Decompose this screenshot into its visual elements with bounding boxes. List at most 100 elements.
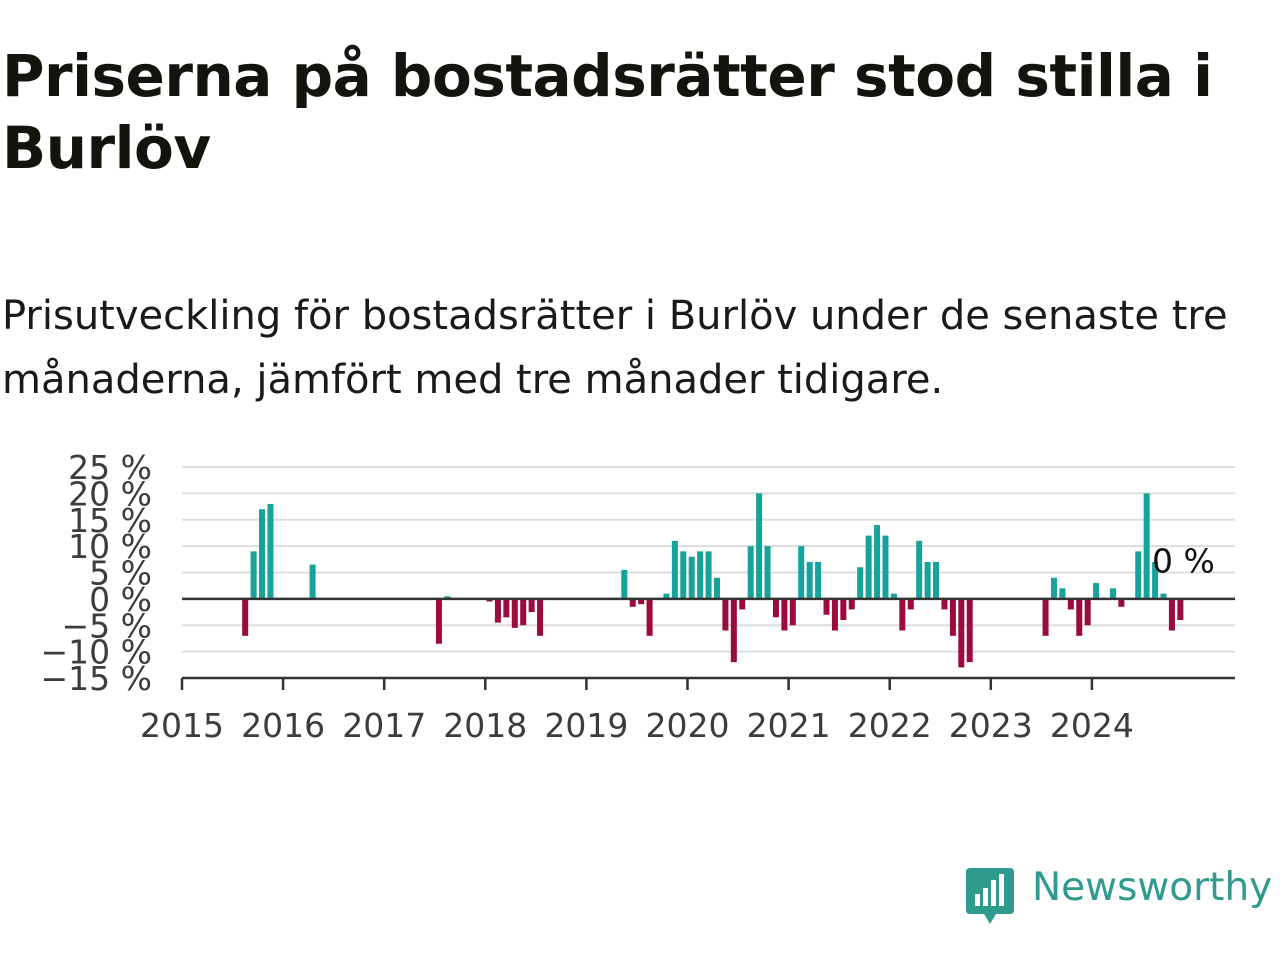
bar bbox=[520, 598, 527, 626]
bar bbox=[874, 525, 881, 599]
bar bbox=[663, 593, 670, 599]
bar bbox=[764, 546, 771, 599]
bar bbox=[638, 598, 645, 605]
bar bbox=[435, 598, 442, 644]
x-tick-label: 2021 bbox=[747, 706, 831, 745]
y-tick-label: 5 % bbox=[89, 554, 152, 593]
bar bbox=[747, 546, 754, 599]
bar bbox=[250, 551, 257, 599]
bar bbox=[1168, 598, 1175, 631]
bar bbox=[537, 598, 544, 636]
bar bbox=[789, 598, 796, 626]
bar bbox=[899, 598, 906, 631]
y-tick-label: 25 % bbox=[68, 448, 152, 487]
bar bbox=[680, 551, 687, 599]
x-tick-label: 2016 bbox=[241, 706, 325, 745]
bar bbox=[857, 567, 864, 599]
bar bbox=[756, 493, 763, 599]
bar bbox=[831, 598, 838, 631]
bar bbox=[528, 598, 535, 613]
bar bbox=[486, 598, 493, 602]
bar bbox=[739, 598, 746, 610]
bar bbox=[933, 561, 940, 599]
bar bbox=[806, 561, 813, 599]
x-tick-label: 2020 bbox=[646, 706, 730, 745]
x-tick-label: 2015 bbox=[140, 706, 224, 745]
bar bbox=[697, 551, 704, 599]
bar bbox=[688, 556, 695, 599]
bar bbox=[1152, 561, 1159, 599]
x-axis-ticks: 2015 2016 2017 2018 2019 2020 2021 2022 2023 2024 bbox=[140, 678, 1134, 745]
bar bbox=[629, 598, 636, 607]
chart-title: Priserna på bostadsrätter stod stilla i … bbox=[2, 42, 1213, 182]
newsworthy-logo: Newsworthy bbox=[964, 865, 1273, 926]
y-tick-label: −5 % bbox=[62, 606, 153, 645]
bar bbox=[730, 598, 737, 663]
x-tick-label: 2023 bbox=[949, 706, 1033, 745]
bar bbox=[494, 598, 501, 623]
bar bbox=[705, 551, 712, 599]
bar bbox=[267, 503, 274, 599]
bar bbox=[1042, 598, 1049, 636]
x-tick-label: 2022 bbox=[848, 706, 932, 745]
brand-name: Newsworthy bbox=[1032, 865, 1273, 910]
bar bbox=[1109, 588, 1116, 599]
bar bbox=[924, 561, 931, 599]
bar bbox=[1143, 493, 1150, 599]
y-tick-label: −15 % bbox=[41, 659, 153, 698]
bar bbox=[1177, 598, 1184, 620]
y-tick-label: 10 % bbox=[68, 527, 152, 566]
x-tick-label: 2017 bbox=[342, 706, 426, 745]
bar bbox=[1118, 598, 1125, 607]
bar bbox=[1084, 598, 1091, 626]
bar bbox=[621, 569, 628, 599]
bar bbox=[865, 535, 872, 599]
bar bbox=[916, 540, 923, 599]
bar bbox=[907, 598, 914, 610]
bar bbox=[646, 598, 653, 636]
bar bbox=[1076, 598, 1083, 636]
newsworthy-chart-bubble-icon bbox=[966, 868, 1014, 924]
bar bbox=[511, 598, 518, 628]
bar bbox=[1093, 583, 1100, 599]
bar bbox=[259, 509, 266, 599]
x-tick-label: 2019 bbox=[544, 706, 628, 745]
y-tick-label: 0 % bbox=[89, 580, 152, 619]
y-axis-ticks: 25 %20 %15 %10 %5 %0 %−5 %−10 %−15 % bbox=[41, 448, 153, 698]
bar bbox=[1067, 598, 1074, 610]
bar bbox=[958, 598, 965, 668]
bar bbox=[722, 598, 729, 631]
bar bbox=[840, 598, 847, 620]
axes bbox=[182, 597, 1235, 680]
bar bbox=[890, 593, 897, 599]
bar bbox=[503, 598, 510, 618]
bar bbox=[671, 540, 678, 599]
y-tick-label: −10 % bbox=[41, 633, 153, 672]
bar bbox=[798, 546, 805, 599]
bar bbox=[966, 598, 973, 663]
x-tick-label: 2024 bbox=[1050, 706, 1134, 745]
bar bbox=[781, 598, 788, 631]
bar-chart: 25 %20 %15 %10 %5 %0 %−5 %−10 %−15 % 201… bbox=[41, 448, 1235, 745]
bar bbox=[1059, 588, 1066, 599]
bar bbox=[941, 598, 948, 610]
chart-subtitle: Prisutveckling för bostadsrätter i Burlö… bbox=[2, 293, 1228, 403]
x-tick-label: 2018 bbox=[443, 706, 527, 745]
bar bbox=[1050, 577, 1057, 599]
latest-value-label: 0 % bbox=[1152, 542, 1215, 581]
bar bbox=[823, 598, 830, 615]
bar bbox=[848, 598, 855, 610]
bar bbox=[1135, 551, 1142, 599]
bar bbox=[772, 598, 779, 618]
bar-series bbox=[242, 493, 1184, 668]
y-tick-label: 20 % bbox=[68, 474, 152, 513]
y-tick-label: 15 % bbox=[68, 501, 152, 540]
bar bbox=[242, 598, 249, 636]
bar bbox=[882, 535, 889, 599]
bar bbox=[1160, 593, 1167, 599]
bar bbox=[444, 596, 451, 599]
bar bbox=[713, 577, 720, 599]
bar bbox=[309, 564, 316, 599]
bar bbox=[815, 561, 822, 599]
bar bbox=[949, 598, 956, 636]
